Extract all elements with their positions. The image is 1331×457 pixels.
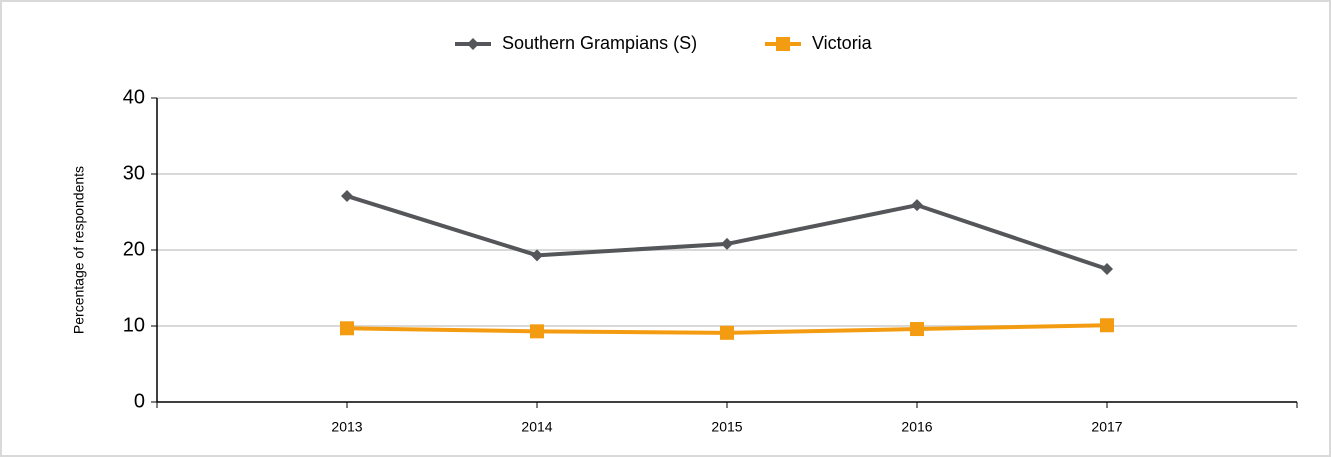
legend-label: Southern Grampians (S) xyxy=(502,33,697,53)
x-tick-label: 2013 xyxy=(331,419,362,435)
y-tick-label: 30 xyxy=(123,162,145,184)
data-point xyxy=(910,322,924,337)
data-point xyxy=(531,249,543,262)
y-tick-label: 0 xyxy=(134,390,145,412)
data-point xyxy=(1101,263,1113,275)
data-point xyxy=(340,321,354,336)
x-tick-label: 2016 xyxy=(901,419,932,435)
y-tick-label: 40 xyxy=(123,86,145,108)
legend-label: Victoria xyxy=(812,33,873,53)
data-point xyxy=(1100,318,1114,333)
data-point xyxy=(720,325,734,340)
data-point xyxy=(911,199,923,212)
data-point xyxy=(341,190,353,203)
legend-marker xyxy=(776,37,790,51)
data-point xyxy=(721,237,733,250)
legend-marker xyxy=(467,38,479,50)
y-tick-label: 10 xyxy=(123,314,145,336)
y-tick-label: 20 xyxy=(123,238,145,260)
x-tick-label: 2017 xyxy=(1091,419,1122,435)
data-point xyxy=(530,324,544,339)
y-axis-label: Percentage of respondents xyxy=(71,166,87,334)
x-tick-label: 2014 xyxy=(521,419,552,435)
x-tick-label: 2015 xyxy=(711,419,742,435)
